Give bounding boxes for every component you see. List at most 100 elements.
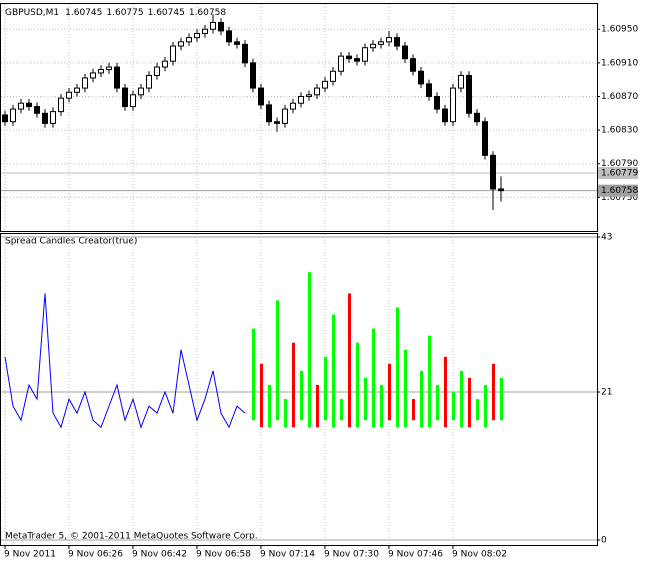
x-tick-label: 9 Nov 06:58 <box>196 550 251 560</box>
candle-body <box>34 106 40 114</box>
ohlc: 1.60775 <box>106 8 143 18</box>
candle-body <box>242 43 248 64</box>
candle-body <box>122 87 128 108</box>
spread-bar <box>332 314 335 428</box>
candle-body <box>338 55 344 72</box>
spread-bar <box>276 300 279 421</box>
y-tick-label: 1.60910 <box>601 58 638 68</box>
candle-body <box>106 66 112 71</box>
candle-body <box>418 70 424 85</box>
y-tick-label: 1.60870 <box>601 92 638 102</box>
spread-bar <box>476 399 479 421</box>
spread-bar <box>316 384 319 428</box>
candle-body <box>474 112 480 123</box>
x-tick-label: 9 Nov 07:46 <box>388 550 443 560</box>
spread-line <box>4 293 246 429</box>
candle-body <box>386 37 392 43</box>
candle-body <box>442 108 448 123</box>
candle-body <box>218 21 224 32</box>
candle-body <box>290 102 296 110</box>
indicator-panel <box>0 233 598 546</box>
candle-body <box>378 41 384 45</box>
spread-bar <box>292 342 295 428</box>
ohlc: 1.60745 <box>148 8 185 18</box>
candle-body <box>130 94 136 108</box>
main-panel <box>0 3 598 232</box>
candle-body <box>50 111 56 124</box>
candle-body <box>426 83 432 97</box>
spread-bar <box>460 370 463 428</box>
candle-body <box>394 37 400 47</box>
candle-body <box>186 37 192 43</box>
spread-bar <box>468 377 471 428</box>
spread-bar <box>340 399 343 421</box>
candle-body <box>178 41 184 47</box>
candle-body <box>18 102 24 110</box>
candle-body <box>210 21 216 30</box>
spread-bar <box>396 307 399 428</box>
spread-bar <box>412 399 415 421</box>
candle-body <box>202 28 208 34</box>
candle-body <box>458 74 464 89</box>
x-tick-label: 9 Nov 07:30 <box>324 550 379 560</box>
spread-bar <box>284 399 287 428</box>
candle-body <box>346 55 352 60</box>
spread-bar <box>428 335 431 428</box>
spread-bar <box>500 377 503 421</box>
x-tick-label: 9 Nov 07:14 <box>260 550 315 560</box>
candle-body <box>322 80 328 89</box>
candle-body <box>490 154 496 190</box>
x-tick-label: 9 Nov 06:42 <box>132 550 187 560</box>
ohlc: 1.60745 <box>65 8 102 18</box>
ask-label-box <box>598 166 638 179</box>
candle-body <box>330 70 336 82</box>
indicator-title: Spread Candles Creator(true) <box>5 237 137 247</box>
ask-label: 1.60779 <box>601 168 638 178</box>
candle-body <box>450 87 456 123</box>
x-tick-label: 9 Nov 2011 <box>4 550 56 560</box>
spread-bar <box>452 392 455 421</box>
x-tick-label: 9 Nov 08:02 <box>452 550 507 560</box>
candle-body <box>258 87 264 106</box>
candle-body <box>466 74 472 114</box>
spread-bar <box>484 384 487 428</box>
y-tick-label: 1.60950 <box>601 25 638 35</box>
candle-body <box>74 87 80 93</box>
spread-bar <box>260 363 263 428</box>
candle-body <box>306 94 312 97</box>
candle-body <box>154 66 160 76</box>
candle-body <box>162 60 168 68</box>
candle-body <box>498 188 504 192</box>
candle-body <box>410 58 416 72</box>
bid-label-box <box>598 184 638 197</box>
candle-body <box>250 62 256 89</box>
candle-body <box>26 102 32 108</box>
candle-body <box>266 104 272 123</box>
spread-bar <box>420 370 423 428</box>
spread-bar <box>308 272 311 428</box>
candle-body <box>482 121 488 156</box>
spread-bar <box>364 377 367 421</box>
y-tick-label: 1.60790 <box>601 159 638 169</box>
spread-bar <box>348 293 351 428</box>
candle-body <box>362 47 368 62</box>
candle-body <box>58 97 64 113</box>
spread-bar <box>492 363 495 421</box>
candle-body <box>354 58 360 62</box>
spread-bar <box>436 384 439 421</box>
x-tick-label: 9 Nov 06:26 <box>68 550 123 560</box>
candle-body <box>42 112 48 124</box>
candle-body <box>82 77 88 89</box>
spread-bar <box>252 328 255 421</box>
spread-bar <box>324 356 327 421</box>
spread-bar <box>404 349 407 428</box>
candle-body <box>370 43 376 49</box>
candle-body <box>434 95 440 110</box>
candle-body <box>98 69 104 74</box>
candle-body <box>194 32 200 39</box>
spread-bar <box>372 328 375 428</box>
candle-body <box>146 74 152 89</box>
candle-body <box>10 108 16 123</box>
